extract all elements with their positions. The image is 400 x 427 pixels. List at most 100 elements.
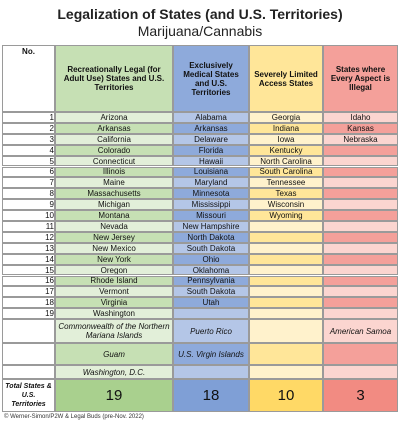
- state-cell: [323, 275, 398, 287]
- state-cell: Indiana: [249, 122, 323, 134]
- row-number: 8: [2, 188, 55, 200]
- row-number: 19: [2, 308, 55, 320]
- row-number: 9: [2, 199, 55, 211]
- state-cell: Maryland: [173, 177, 249, 189]
- state-cell: New Jersey: [55, 231, 173, 243]
- state-cell: Texas: [249, 188, 323, 200]
- state-cell: [323, 155, 398, 167]
- state-cell: Idaho: [323, 112, 398, 123]
- territory-cell: Commonwealth of the Northern Mariana Isl…: [55, 319, 173, 344]
- state-cell: [249, 221, 323, 232]
- state-cell: Utah: [173, 297, 249, 309]
- row-number: 10: [2, 210, 55, 221]
- row-number: 15: [2, 264, 55, 276]
- state-cell: Missouri: [173, 210, 249, 221]
- state-cell: [249, 308, 323, 320]
- state-cell: Connecticut: [55, 155, 173, 167]
- state-cell: North Carolina: [249, 155, 323, 167]
- territory-cell: [323, 365, 398, 380]
- row-number: 14: [2, 253, 55, 265]
- title-line: Legalization of States (and U.S. Territo…: [57, 6, 343, 22]
- header-cell: States where Every Aspect is Illegal: [323, 45, 398, 112]
- state-cell: Washington: [55, 308, 173, 320]
- row-number: [2, 365, 55, 380]
- row-number: 11: [2, 221, 55, 232]
- state-cell: [323, 264, 398, 276]
- state-cell: [249, 275, 323, 287]
- state-cell: [249, 253, 323, 265]
- state-cell: Oklahoma: [173, 264, 249, 276]
- state-cell: [323, 297, 398, 309]
- total-cell: 10: [249, 379, 323, 412]
- state-cell: [323, 166, 398, 178]
- state-cell: [323, 242, 398, 254]
- state-cell: [249, 242, 323, 254]
- state-cell: Montana: [55, 210, 173, 221]
- state-cell: Nevada: [55, 221, 173, 232]
- territory-cell: [249, 365, 323, 380]
- state-cell: [323, 199, 398, 211]
- state-cell: [323, 308, 398, 320]
- state-cell: [323, 221, 398, 232]
- state-cell: Iowa: [249, 133, 323, 145]
- state-cell: South Dakota: [173, 286, 249, 298]
- row-number: 5: [2, 155, 55, 167]
- state-cell: Nebraska: [323, 133, 398, 145]
- row-number: 3: [2, 133, 55, 145]
- state-cell: Arizona: [55, 112, 173, 123]
- state-cell: Tennessee: [249, 177, 323, 189]
- state-cell: Mississippi: [173, 199, 249, 211]
- row-number: 7: [2, 177, 55, 189]
- state-cell: [323, 210, 398, 221]
- row-number: 1: [2, 112, 55, 123]
- title-line: Marijuana/Cannabis: [137, 23, 263, 39]
- state-cell: [323, 144, 398, 156]
- territory-cell: Washington, D.C.: [55, 365, 173, 380]
- state-cell: Florida: [173, 144, 249, 156]
- state-cell: [323, 177, 398, 189]
- state-cell: Louisiana: [173, 166, 249, 178]
- row-number: 17: [2, 286, 55, 298]
- state-cell: Georgia: [249, 112, 323, 123]
- territory-cell: U.S. Virgin Islands: [173, 343, 249, 366]
- row-number: 4: [2, 144, 55, 156]
- state-cell: Colorado: [55, 144, 173, 156]
- state-cell: [323, 253, 398, 265]
- state-cell: [249, 297, 323, 309]
- state-cell: Oregon: [55, 264, 173, 276]
- state-cell: Rhode Island: [55, 275, 173, 287]
- state-cell: Michigan: [55, 199, 173, 211]
- state-cell: [323, 286, 398, 298]
- state-cell: Minnesota: [173, 188, 249, 200]
- territory-cell: [249, 319, 323, 344]
- state-cell: Ohio: [173, 253, 249, 265]
- state-cell: Kansas: [323, 122, 398, 134]
- header-cell: No.: [2, 45, 55, 112]
- state-cell: Arkansas: [55, 122, 173, 134]
- row-number: [2, 319, 55, 344]
- state-cell: Arkansas: [173, 122, 249, 134]
- state-cell: Massachusetts: [55, 188, 173, 200]
- total-cell: 18: [173, 379, 249, 412]
- territory-cell: [173, 365, 249, 380]
- row-number: [2, 343, 55, 366]
- row-number: 16: [2, 275, 55, 287]
- state-cell: Maine: [55, 177, 173, 189]
- row-number: 18: [2, 297, 55, 309]
- territory-cell: [249, 343, 323, 366]
- state-cell: Wyoming: [249, 210, 323, 221]
- row-number: 13: [2, 242, 55, 254]
- state-cell: Hawaii: [173, 155, 249, 167]
- state-cell: New York: [55, 253, 173, 265]
- state-cell: [173, 308, 249, 320]
- footer: © Werner-Simon/P2W & Legal Buds (pre-Nov…: [4, 414, 144, 420]
- state-cell: Delaware: [173, 133, 249, 145]
- row-number: 6: [2, 166, 55, 178]
- row-number: 2: [2, 122, 55, 134]
- header-cell: Severely Limited Access States: [249, 45, 323, 112]
- territory-cell: Guam: [55, 343, 173, 366]
- state-cell: North Dakota: [173, 231, 249, 243]
- state-cell: Kentucky: [249, 144, 323, 156]
- header-cell: Exclusively Medical States and U.S. Terr…: [173, 45, 249, 112]
- state-cell: Virginia: [55, 297, 173, 309]
